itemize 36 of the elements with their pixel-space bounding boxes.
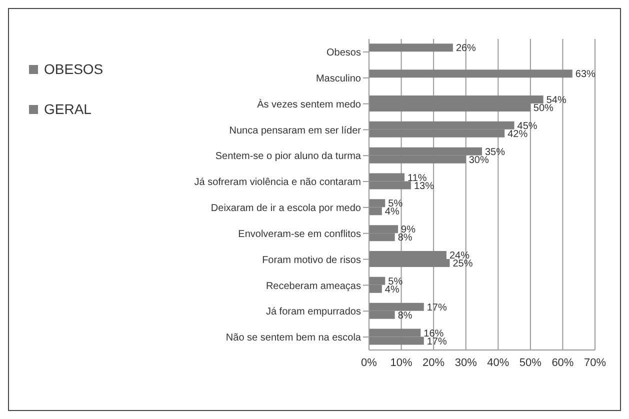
data-label: 17% bbox=[426, 336, 448, 348]
x-tick-label: 10% bbox=[390, 356, 413, 369]
y-tick-label: Masculino bbox=[316, 73, 362, 84]
x-tick-label: 30% bbox=[454, 356, 478, 369]
legend-label: OBESOS bbox=[44, 60, 104, 79]
x-tick-label: 60% bbox=[552, 356, 574, 369]
x-tick-label: 20% bbox=[422, 356, 445, 369]
x-tick-label: 0% bbox=[361, 356, 378, 369]
data-label: 50% bbox=[533, 103, 554, 114]
bar bbox=[369, 70, 572, 78]
data-label: 4% bbox=[384, 284, 400, 296]
data-label: 8% bbox=[398, 232, 412, 244]
y-tick-label: Sentem-se o pior aluno da turma bbox=[215, 151, 362, 162]
data-label: 63% bbox=[575, 69, 596, 80]
legend-label: GERAL bbox=[44, 100, 92, 119]
y-tick-label: Deixaram de ir a escola por medo bbox=[210, 203, 362, 214]
y-tick-label: Envolveram-se em conflitos bbox=[238, 228, 361, 240]
x-tick-label: 70% bbox=[584, 356, 606, 369]
data-label: 13% bbox=[414, 180, 434, 192]
y-tick-label: Já sofreram violência e não contaram bbox=[194, 177, 361, 188]
y-tick-label: Nunca pensaram em ser líder bbox=[229, 125, 362, 136]
data-label: 8% bbox=[398, 310, 412, 322]
data-label: 17% bbox=[426, 302, 448, 314]
data-label: 4% bbox=[384, 206, 400, 218]
y-tick-label: Já foram empurrados bbox=[266, 306, 361, 318]
x-tick-label: 40% bbox=[487, 356, 510, 369]
y-tick-label: Obesos bbox=[326, 48, 361, 59]
x-tick-label: 50% bbox=[519, 356, 542, 369]
data-label: 25% bbox=[452, 258, 473, 270]
data-label: 26% bbox=[456, 43, 476, 54]
data-label: 42% bbox=[508, 128, 528, 140]
bar bbox=[369, 44, 453, 52]
y-tick-label: Às vezes sentem medo bbox=[257, 98, 362, 110]
y-tick-label: Não se sentem bem na escola bbox=[226, 332, 362, 344]
y-tick-label: Receberam ameaças bbox=[266, 280, 361, 292]
y-tick-label: Foram motivo de risos bbox=[262, 254, 361, 266]
